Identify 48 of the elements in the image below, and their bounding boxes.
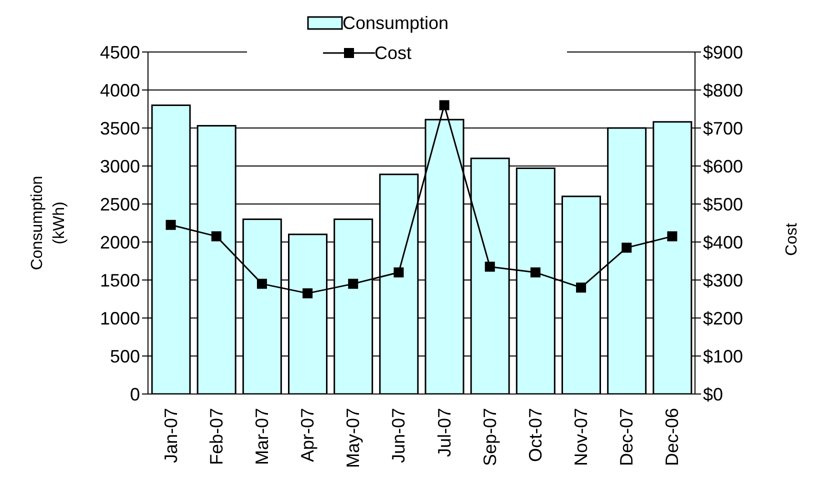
point xyxy=(302,288,313,298)
x-tick-label: Nov-07 xyxy=(571,408,592,466)
point xyxy=(256,278,267,289)
y2-tick-label: $200 xyxy=(703,308,744,328)
y-tick-label: 0 xyxy=(130,384,140,404)
y2-tick-label: $300 xyxy=(703,270,744,290)
y2-tick-label: $600 xyxy=(703,156,744,176)
x-tick-label: May-07 xyxy=(343,408,364,468)
x-tick-label: Jan-07 xyxy=(160,408,181,464)
y-tick-label: 4500 xyxy=(100,42,140,62)
y2-tick-label: $0 xyxy=(703,384,724,404)
x-tick-label: Jun-07 xyxy=(388,408,409,464)
legend-label: Consumption xyxy=(342,12,449,34)
x-tick-label: Sep-07 xyxy=(480,408,500,466)
y2-tick-label: $900 xyxy=(703,42,744,62)
point xyxy=(576,282,586,293)
y-tick-label: 2500 xyxy=(100,194,140,214)
y-tick-label: 500 xyxy=(110,346,140,366)
x-tick-label: Apr-07 xyxy=(298,408,318,462)
y-tick-label: 1000 xyxy=(100,308,140,328)
y2-tick-label: $100 xyxy=(703,346,744,366)
y2-axis-title: Cost xyxy=(784,222,801,256)
y2-tick-label: $400 xyxy=(703,232,744,252)
point xyxy=(622,242,632,253)
x-tick-label: Feb-07 xyxy=(206,408,226,466)
y-tick-label: 3000 xyxy=(100,156,140,176)
y-tick-label: 3500 xyxy=(100,118,140,138)
x-tick-label: Oct-07 xyxy=(525,408,546,462)
y-tick-label: 1500 xyxy=(100,270,140,290)
point xyxy=(439,100,450,110)
x-tick-label: Mar-07 xyxy=(252,408,272,466)
x-tick-label: Dec-06 xyxy=(662,408,682,466)
x-tick-label: Dec-07 xyxy=(616,408,637,466)
y-axis-title: Consumption (kWh) xyxy=(29,176,68,270)
point xyxy=(211,231,222,242)
point xyxy=(166,220,176,230)
y-tick-label: 4000 xyxy=(100,80,140,100)
y-tick-label: 2000 xyxy=(100,232,140,252)
y2-tick-label: $800 xyxy=(703,80,744,100)
point xyxy=(667,231,678,242)
x-tick-label: Jul-07 xyxy=(434,408,454,458)
y2-tick-label: $500 xyxy=(703,194,744,214)
point xyxy=(530,267,540,278)
y2-tick-label: $700 xyxy=(703,118,744,138)
point xyxy=(394,267,404,278)
legend-label: Cost xyxy=(374,42,412,64)
point xyxy=(484,262,495,272)
point xyxy=(348,278,358,289)
